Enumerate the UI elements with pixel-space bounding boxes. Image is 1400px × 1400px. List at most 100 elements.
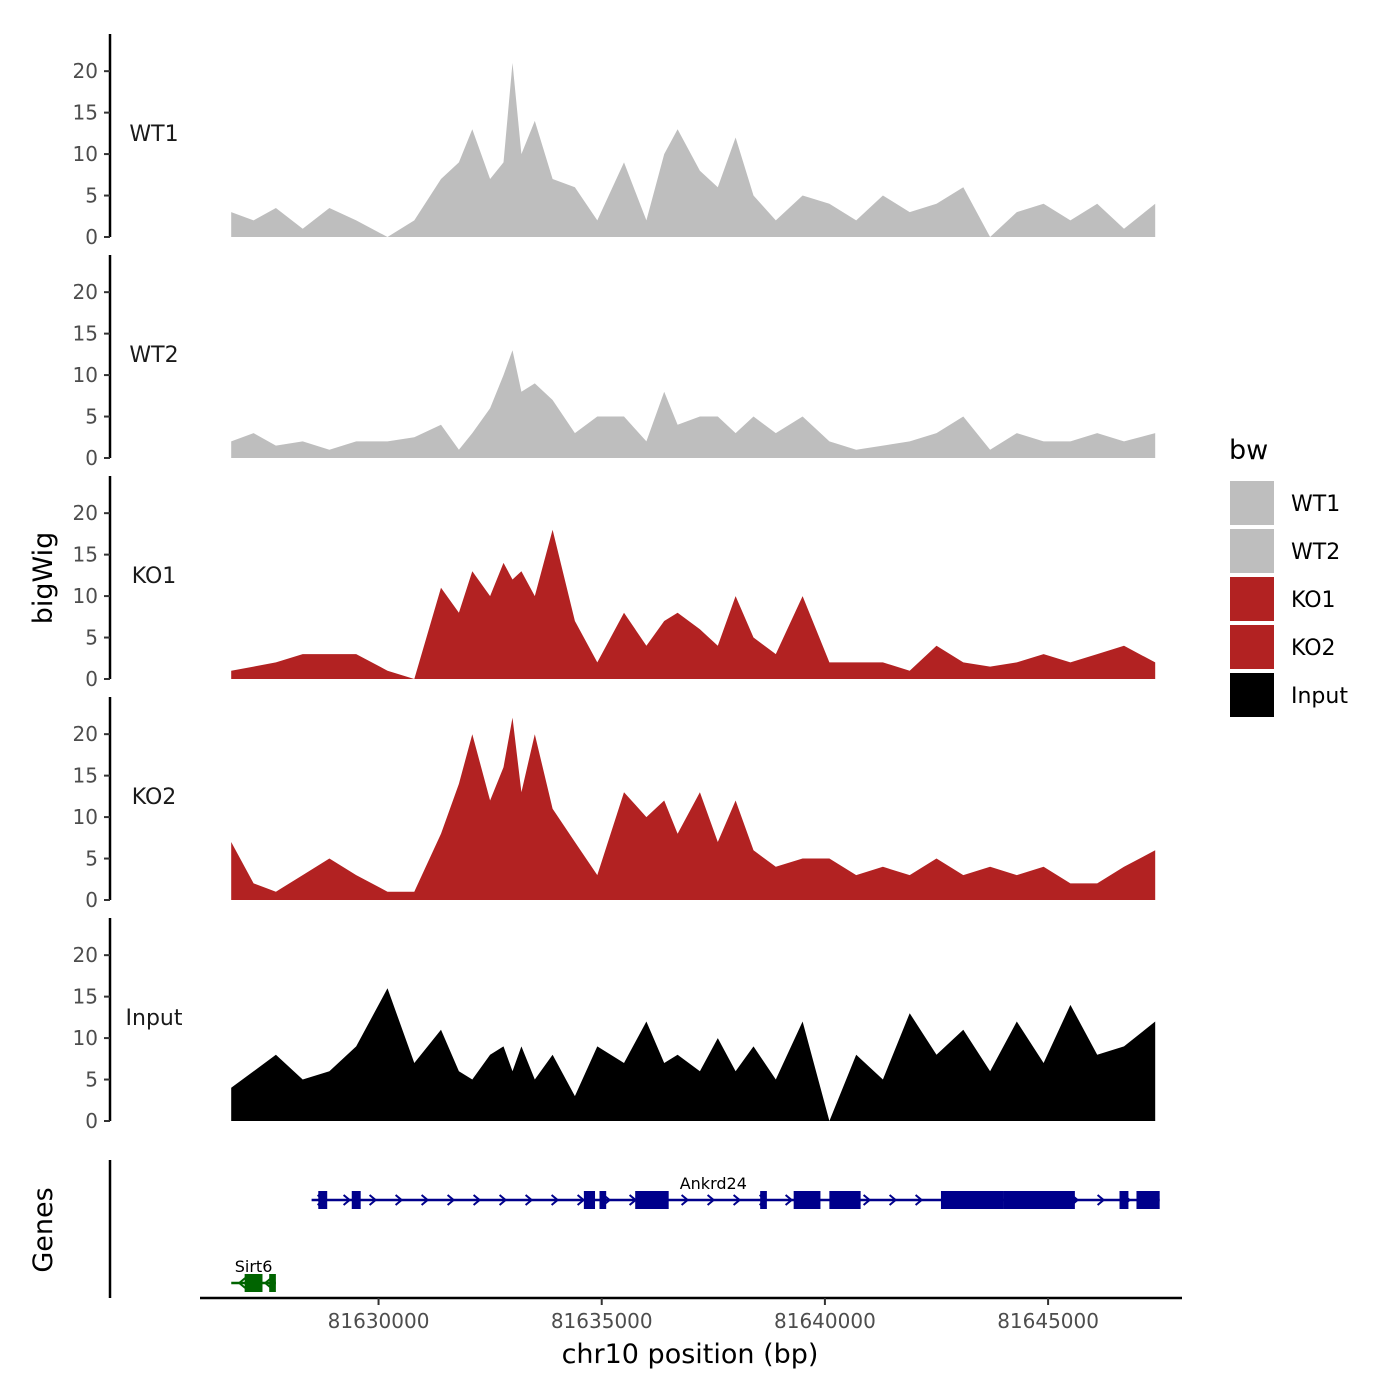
y-tick-label: 15	[73, 764, 98, 788]
track-wt2: 0 5 10 15 20 WT2	[73, 255, 1156, 470]
legend-label: KO1	[1291, 588, 1336, 613]
track-label: WT1	[129, 122, 178, 147]
legend-label: Input	[1291, 684, 1348, 709]
y-tick-label: 5	[85, 847, 98, 871]
legend-swatch	[1228, 527, 1276, 575]
y-tick-label: 5	[85, 626, 98, 650]
exon	[1136, 1191, 1160, 1209]
y-tick-label: 15	[73, 322, 98, 346]
x-tick-label: 81645000	[997, 1309, 1099, 1333]
legend: bw WT1 WT2 KO1 KO2 Input	[1228, 435, 1348, 719]
strand-arrow	[524, 1194, 534, 1206]
strand-arrow	[237, 1277, 246, 1289]
y-tick-label: 5	[85, 1068, 98, 1092]
exon	[583, 1191, 596, 1209]
y-tick-label: 10	[73, 584, 98, 608]
coverage-tracks: 0 5 10 15 20 WT1 0 5 10 15 20 WT2 0 5 10 15 20 KO1 0 5 10 15 2…	[73, 34, 1156, 1133]
legend-title: bw	[1229, 435, 1268, 466]
exon	[269, 1274, 276, 1292]
track-wt1: 0 5 10 15 20 WT1	[73, 34, 1156, 249]
exon	[793, 1191, 821, 1209]
y-tick-label: 20	[73, 722, 98, 746]
gene-ankrd24: Ankrd24	[311, 1174, 1160, 1209]
exon	[940, 1191, 1004, 1209]
strand-arrow	[550, 1194, 560, 1206]
strand-arrow	[394, 1194, 404, 1206]
legend-swatch	[1228, 575, 1276, 623]
strand-arrow	[784, 1194, 794, 1206]
y-tick-label: 15	[73, 101, 98, 125]
y-tick-label: 0	[85, 446, 98, 470]
track-label: KO1	[132, 564, 177, 589]
strand-arrow	[420, 1194, 430, 1206]
exon	[1119, 1191, 1129, 1209]
strand-arrow	[576, 1194, 586, 1206]
y-tick-label: 10	[73, 363, 98, 387]
exon	[829, 1191, 861, 1209]
genes-axis-title: Genes	[28, 1187, 59, 1272]
strand-arrow	[446, 1194, 456, 1206]
y-tick-label: 5	[85, 405, 98, 429]
x-tick-label: 81630000	[328, 1309, 430, 1333]
exon	[1003, 1191, 1075, 1209]
exon	[635, 1191, 669, 1209]
y-tick-label: 0	[85, 888, 98, 912]
x-tick-label: 81635000	[551, 1309, 653, 1333]
y-tick-label: 10	[73, 805, 98, 829]
y-tick-label: 15	[73, 985, 98, 1009]
strand-arrow	[732, 1194, 742, 1206]
legend-label: WT1	[1291, 492, 1340, 517]
y-tick-label: 20	[73, 280, 98, 304]
exon	[318, 1191, 328, 1209]
y-tick-label: 20	[73, 501, 98, 525]
track-label: WT2	[129, 343, 178, 368]
coverage-area	[231, 350, 1156, 458]
strand-arrow	[342, 1194, 352, 1206]
y-tick-label: 20	[73, 943, 98, 967]
gene-label: Sirt6	[235, 1257, 273, 1276]
coverage-area	[231, 62, 1156, 238]
y-tick-label: 15	[73, 543, 98, 567]
gene-track: Sirt6 Ankrd24	[108, 1160, 1160, 1298]
legend-swatch	[1228, 479, 1276, 527]
strand-arrow	[680, 1194, 690, 1206]
y-tick-label: 10	[73, 1026, 98, 1050]
track-input: 0 5 10 15 20 Input	[73, 918, 1156, 1133]
exon	[599, 1191, 607, 1209]
legend-swatch	[1228, 671, 1276, 719]
y-tick-label: 0	[85, 667, 98, 691]
coverage-area	[231, 717, 1156, 900]
coverage-area	[231, 529, 1156, 679]
strand-arrow	[706, 1194, 716, 1206]
strand-arrow	[888, 1194, 898, 1206]
coverage-area	[231, 988, 1156, 1121]
y-tick-label: 10	[73, 142, 98, 166]
strand-arrow	[862, 1194, 872, 1206]
y-axis-title: bigWig	[28, 532, 59, 625]
legend-swatch	[1228, 623, 1276, 671]
strand-arrow	[1096, 1194, 1106, 1206]
track-ko1: 0 5 10 15 20 KO1	[73, 476, 1156, 691]
track-label: Input	[126, 1006, 183, 1031]
legend-label: WT2	[1291, 540, 1340, 565]
legend-label: KO2	[1291, 636, 1336, 661]
strand-arrow	[472, 1194, 482, 1206]
strand-arrow	[914, 1194, 924, 1206]
y-tick-label: 5	[85, 184, 98, 208]
x-axis: 81630000 81635000 81640000 81645000	[200, 1296, 1182, 1333]
strand-arrow	[368, 1194, 378, 1206]
track-label: KO2	[132, 785, 177, 810]
exon	[760, 1191, 767, 1209]
y-tick-label: 20	[73, 59, 98, 83]
strand-arrow	[498, 1194, 508, 1206]
gene-sirt6: Sirt6	[231, 1257, 276, 1292]
x-tick-label: 81640000	[774, 1309, 876, 1333]
exon	[244, 1274, 263, 1292]
y-tick-label: 0	[85, 225, 98, 249]
exon	[351, 1191, 361, 1209]
x-axis-title: chr10 position (bp)	[562, 1339, 819, 1370]
y-tick-label: 0	[85, 1109, 98, 1133]
track-ko2: 0 5 10 15 20 KO2	[73, 697, 1156, 912]
gene-label: Ankrd24	[680, 1174, 747, 1193]
